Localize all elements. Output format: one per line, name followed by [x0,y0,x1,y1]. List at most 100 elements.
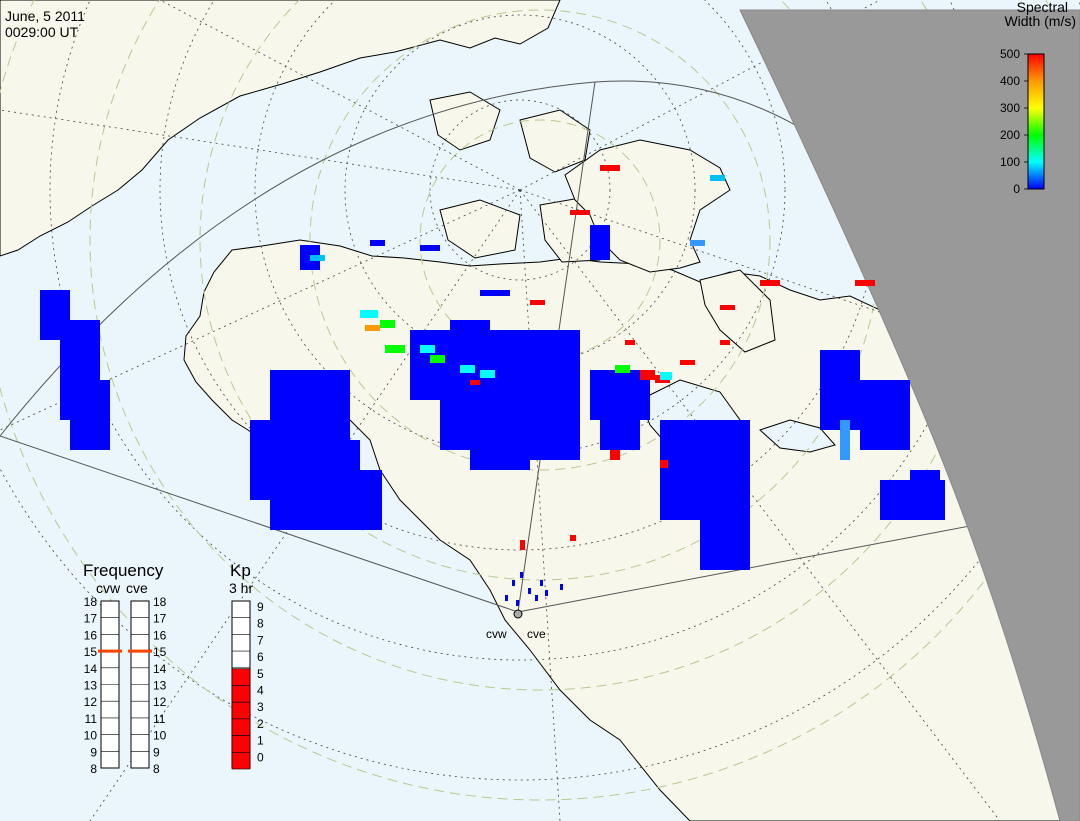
radar-cell-block [500,350,510,360]
kp-tick-label: 6 [257,650,264,664]
radar-cell-near [545,590,548,596]
radar-cell-block [450,320,490,330]
radar-cell-accent [380,320,395,328]
kp-tick-label: 4 [257,684,264,698]
radar-cell-near [516,600,519,606]
radar-station-marker [513,609,523,619]
station-label-east: cve [527,627,546,641]
radar-cell-block [420,245,440,251]
frequency-tick-label: 13 [153,679,167,693]
kp-tick-label: 8 [257,617,264,631]
frequency-tick-label: 8 [153,762,160,776]
frequency-tick-label: 16 [84,628,98,642]
radar-cell-accent [680,360,695,365]
radar-cell-block [470,450,530,470]
kp-panel: Kp 3 hr 9 8 7 6 5 4 3 2 1 0 [229,561,264,770]
kp-cell-filled [231,668,251,686]
kp-cell-filled [231,718,251,736]
radar-cell-accent [385,345,405,353]
frequency-tick-label: 11 [85,712,98,726]
radar-cell-accent [530,300,545,305]
frequency-tick-label: 12 [84,695,98,709]
frequency-tick-label: 10 [84,729,98,743]
frequency-tick-label: 13 [84,679,98,693]
frequency-tick-label: 18 [84,595,98,609]
radar-cell-block [370,240,385,246]
radar-cell-block [820,350,860,430]
frequency-title: Frequency [83,561,164,580]
radar-cell-accent [660,372,672,380]
frequency-tick-label: 10 [153,729,167,743]
radar-cell-block [480,290,510,296]
radar-cell-accent [760,280,780,286]
radar-cell-accent [360,310,378,318]
frequency-tick-label: 17 [153,612,167,626]
radar-cell-near [505,595,508,601]
radar-cell-block [70,380,110,450]
frequency-radar-east: cve [126,580,148,596]
radar-cell-near [560,584,563,590]
colorbar-tick-label: 400 [1000,74,1020,88]
frequency-tick-label: 16 [153,628,167,642]
kp-tick-label: 3 [257,700,264,714]
radar-cell-accent [720,340,730,345]
radar-cell-accent [610,450,620,460]
kp-tick-label: 9 [257,600,264,614]
frequency-tick-label: 14 [84,662,98,676]
radar-cell-accent [430,355,445,363]
colorbar-tick-label: 300 [1000,101,1020,115]
kp-tick-label: 5 [257,667,264,681]
radar-cell-accent [710,175,725,181]
radar-cell-accent [840,420,850,460]
radar-cell-accent [460,365,475,373]
radar-cell-accent [310,255,325,261]
arctic-island-2 [519,109,591,173]
colorbar-title-2: Width (m/s) [1004,13,1076,29]
spectral-width-colorbar: Spectral Width (m/s) 500 400 300 200 100 0 [1000,0,1076,196]
frequency-tick-label: 15 [84,645,98,659]
frequency-tick-label: 9 [153,745,160,759]
frequency-tick-label: 8 [90,762,97,776]
siberia-land [0,0,561,257]
radar-cell-block [700,520,750,570]
radar-cell-accent [625,340,635,345]
frequency-tick-label: 14 [153,662,167,676]
kp-tick-label: 0 [257,750,264,764]
kp-cell-filled [231,701,251,720]
radar-cell-block [590,225,610,260]
radar-cell-block [680,470,720,510]
frequency-tick-label: 15 [153,645,167,659]
frequency-tick-label: 9 [90,745,97,759]
baffin-land [699,269,776,353]
night-region [739,9,1080,821]
colorbar-tick-label: 0 [1013,182,1020,196]
radar-cells [40,165,945,606]
kp-title: Kp [230,561,251,580]
station-label-west: cvw [486,627,507,641]
radar-cell-accent [570,210,590,215]
radar-cell-accent [365,325,380,331]
frequency-tick-label: 11 [153,712,166,726]
radar-cell-near [540,580,543,586]
radar-cell-accent [480,370,495,378]
radar-cell-accent [520,540,525,550]
radar-cell-accent [470,380,480,385]
kp-cell-filled [231,751,251,770]
frequency-tick-label: 12 [153,695,167,709]
colorbar-title-1: Spectral [1017,0,1068,15]
frequency-tick-label: 18 [153,595,167,609]
radar-cell-block [860,380,910,450]
radar-cell-block [600,410,640,450]
frequency-panel: Frequency cvw cve 18 18 17 17 16 16 15 15 14 14 13… [83,561,167,776]
colorbar-strip [1027,53,1045,190]
colorbar-tick-label: 200 [1000,128,1020,142]
frequency-tick-label: 17 [84,612,98,626]
timestamp-date: June, 5 2011 [5,8,85,24]
kp-subtitle: 3 hr [229,580,253,596]
radar-cell-accent [690,240,705,246]
colorbar-tick-label: 100 [1000,155,1020,169]
arctic-island-3 [439,199,521,259]
radar-cell-accent [720,305,735,310]
radar-cell-accent [570,535,576,541]
